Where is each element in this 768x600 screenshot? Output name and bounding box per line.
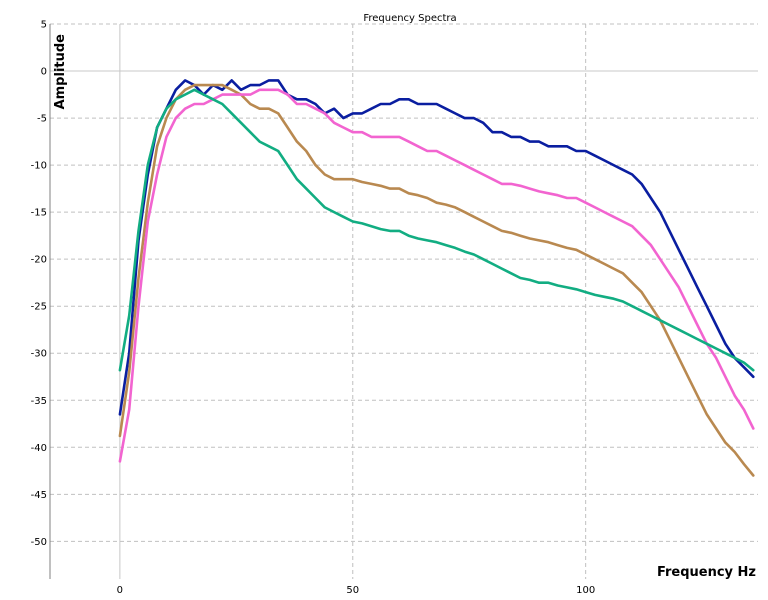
- y-tick-label: -45: [31, 490, 47, 501]
- series-line-2: [118, 83, 755, 477]
- x-tick-label: 0: [117, 585, 123, 596]
- grid: [50, 23, 758, 579]
- y-tick-label: -30: [31, 349, 47, 360]
- x-axis-label: Frequency Hz: [657, 565, 756, 580]
- axes: [49, 24, 758, 579]
- x-tick-label: 100: [576, 585, 595, 596]
- plot-area: [50, 24, 758, 579]
- y-tick-label: -35: [31, 396, 47, 407]
- x-tick-label: 50: [346, 585, 359, 596]
- y-tick-label: -5: [37, 114, 47, 125]
- y-tick-label: -50: [31, 537, 47, 548]
- y-tick-label: 5: [41, 20, 47, 31]
- y-axis-label: Amplitude: [53, 34, 68, 110]
- y-tick-label: -15: [31, 208, 47, 219]
- chart-title: Frequency Spectra: [363, 13, 456, 24]
- y-tick-label: 0: [41, 67, 47, 78]
- series-line-3: [118, 88, 755, 463]
- y-tick-label: -40: [31, 443, 47, 454]
- series-lines: [118, 79, 755, 477]
- y-tick-label: -20: [31, 255, 47, 266]
- series-line-4: [118, 88, 755, 372]
- y-tick-label: -25: [31, 302, 47, 313]
- y-tick-label: -10: [31, 161, 47, 172]
